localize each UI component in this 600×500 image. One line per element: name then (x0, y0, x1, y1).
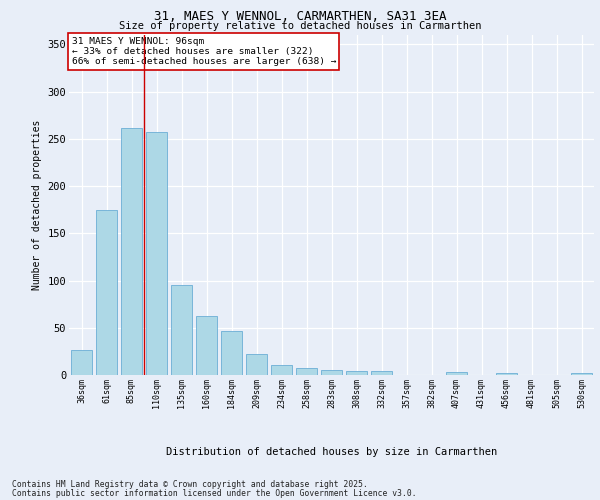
Bar (246, 354, 267, 375)
Bar (71, 350, 92, 375)
Y-axis label: Number of detached properties: Number of detached properties (32, 120, 42, 290)
Bar (321, 370, 342, 375)
Bar (121, 128, 142, 375)
Bar (296, 368, 317, 375)
Bar (171, 286, 192, 375)
X-axis label: Distribution of detached houses by size in Carmarthen: Distribution of detached houses by size … (166, 446, 497, 456)
Bar (496, 373, 517, 375)
Text: Contains HM Land Registry data © Crown copyright and database right 2025.: Contains HM Land Registry data © Crown c… (12, 480, 368, 489)
Bar (371, 371, 392, 375)
Text: Size of property relative to detached houses in Carmarthen: Size of property relative to detached ho… (119, 21, 481, 31)
Bar (221, 330, 242, 375)
Bar (571, 373, 592, 375)
Bar (146, 132, 167, 375)
Bar (346, 371, 367, 375)
Bar (446, 372, 467, 375)
Bar (196, 316, 217, 375)
Text: 31 MAES Y WENNOL: 96sqm
← 33% of detached houses are smaller (322)
66% of semi-d: 31 MAES Y WENNOL: 96sqm ← 33% of detache… (71, 36, 336, 66)
Text: Contains public sector information licensed under the Open Government Licence v3: Contains public sector information licen… (12, 489, 416, 498)
Text: 31, MAES Y WENNOL, CARMARTHEN, SA31 3EA: 31, MAES Y WENNOL, CARMARTHEN, SA31 3EA (154, 10, 446, 23)
Bar (96, 210, 117, 375)
Bar (271, 364, 292, 375)
